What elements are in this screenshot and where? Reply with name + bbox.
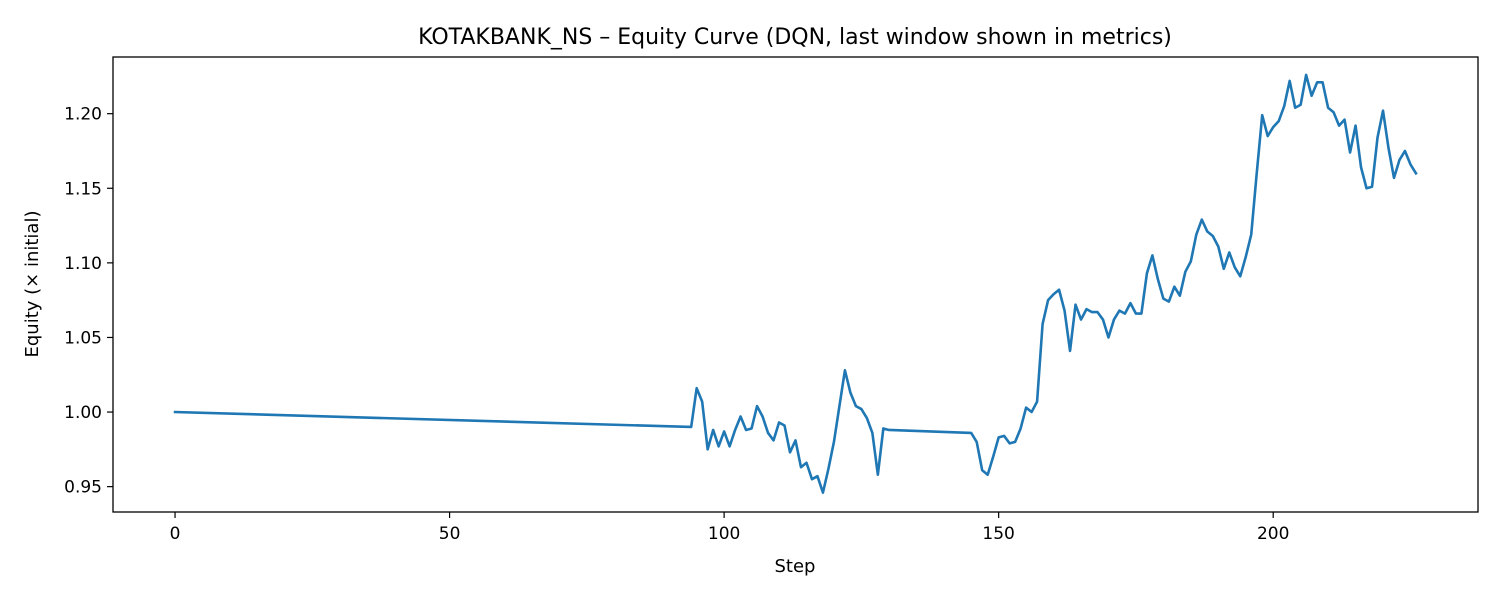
y-axis: 0.95 1.00 1.05 1.10 1.15 1.20 <box>64 105 113 498</box>
equity-series-line <box>173 73 1418 494</box>
x-tick-label: 100 <box>708 524 740 544</box>
x-tick-label: 50 <box>439 524 461 544</box>
x-axis-label: Step <box>775 556 816 577</box>
x-tick-label: 200 <box>1257 524 1289 544</box>
series-layer <box>173 73 1418 494</box>
y-tick-label: 1.05 <box>64 328 102 348</box>
y-tick-label: 1.10 <box>64 254 102 274</box>
y-tick-label: 0.95 <box>64 478 102 498</box>
y-tick-label: 1.00 <box>64 403 102 423</box>
x-tick-label: 150 <box>982 524 1014 544</box>
x-axis: 0 50 100 150 200 <box>170 512 1289 544</box>
chart-title: KOTAKBANK_NS – Equity Curve (DQN, last w… <box>418 25 1172 50</box>
y-tick-label: 1.20 <box>64 105 102 125</box>
plot-area-frame <box>112 56 1479 513</box>
y-axis-label: Equity (× initial) <box>22 211 43 358</box>
y-tick-label: 1.15 <box>64 179 102 199</box>
x-tick-label: 0 <box>170 524 181 544</box>
